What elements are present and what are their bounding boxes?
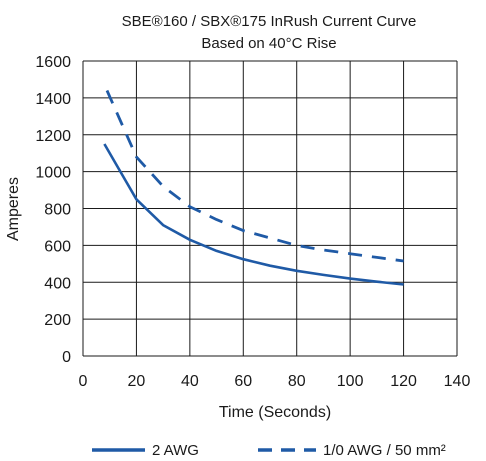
y-tick-label-3: 600 [44,238,71,255]
y-tick-label-8: 1600 [35,54,71,71]
legend: 2 AWG 1/0 AWG / 50 mm² [92,442,446,459]
y-tick-label-2: 400 [44,275,71,292]
x-tick-label-2: 40 [181,373,199,390]
y-tick-label-6: 1200 [35,128,71,145]
grid [82,60,458,357]
x-tick-label-3: 60 [234,373,252,390]
y-tick-label-4: 800 [44,202,71,219]
chart-title-line-2: Based on 40°C Rise [201,35,336,52]
y-tick-label-7: 1400 [35,91,71,108]
y-tick-label-1: 200 [44,312,71,329]
series-line-0 [103,143,404,286]
x-tick-label-5: 100 [337,373,364,390]
x-tick-label-0: 0 [79,373,88,390]
x-tick-label-6: 120 [390,373,417,390]
x-axis-label: Time (Seconds) [219,404,331,421]
x-tick-labels: 0 20 40 60 80 100 120 140 [79,373,471,390]
chart-title-line-1: SBE®160 / SBX®175 InRush Current Curve [122,13,417,30]
x-tick-label-7: 140 [444,373,471,390]
y-axis-label: Amperes [5,177,22,241]
legend-label-1-0-awg: 1/0 AWG / 50 mm² [323,442,446,459]
x-tick-label-4: 80 [288,373,306,390]
y-tick-label-0: 0 [62,349,71,366]
y-tick-labels: 0 200 400 600 800 1000 1200 1400 1600 [35,54,71,366]
series-line-1 [105,89,404,263]
y-tick-label-5: 1000 [35,165,71,182]
x-tick-label-1: 20 [128,373,146,390]
legend-label-2-awg: 2 AWG [152,442,199,459]
series-lines [103,89,404,286]
